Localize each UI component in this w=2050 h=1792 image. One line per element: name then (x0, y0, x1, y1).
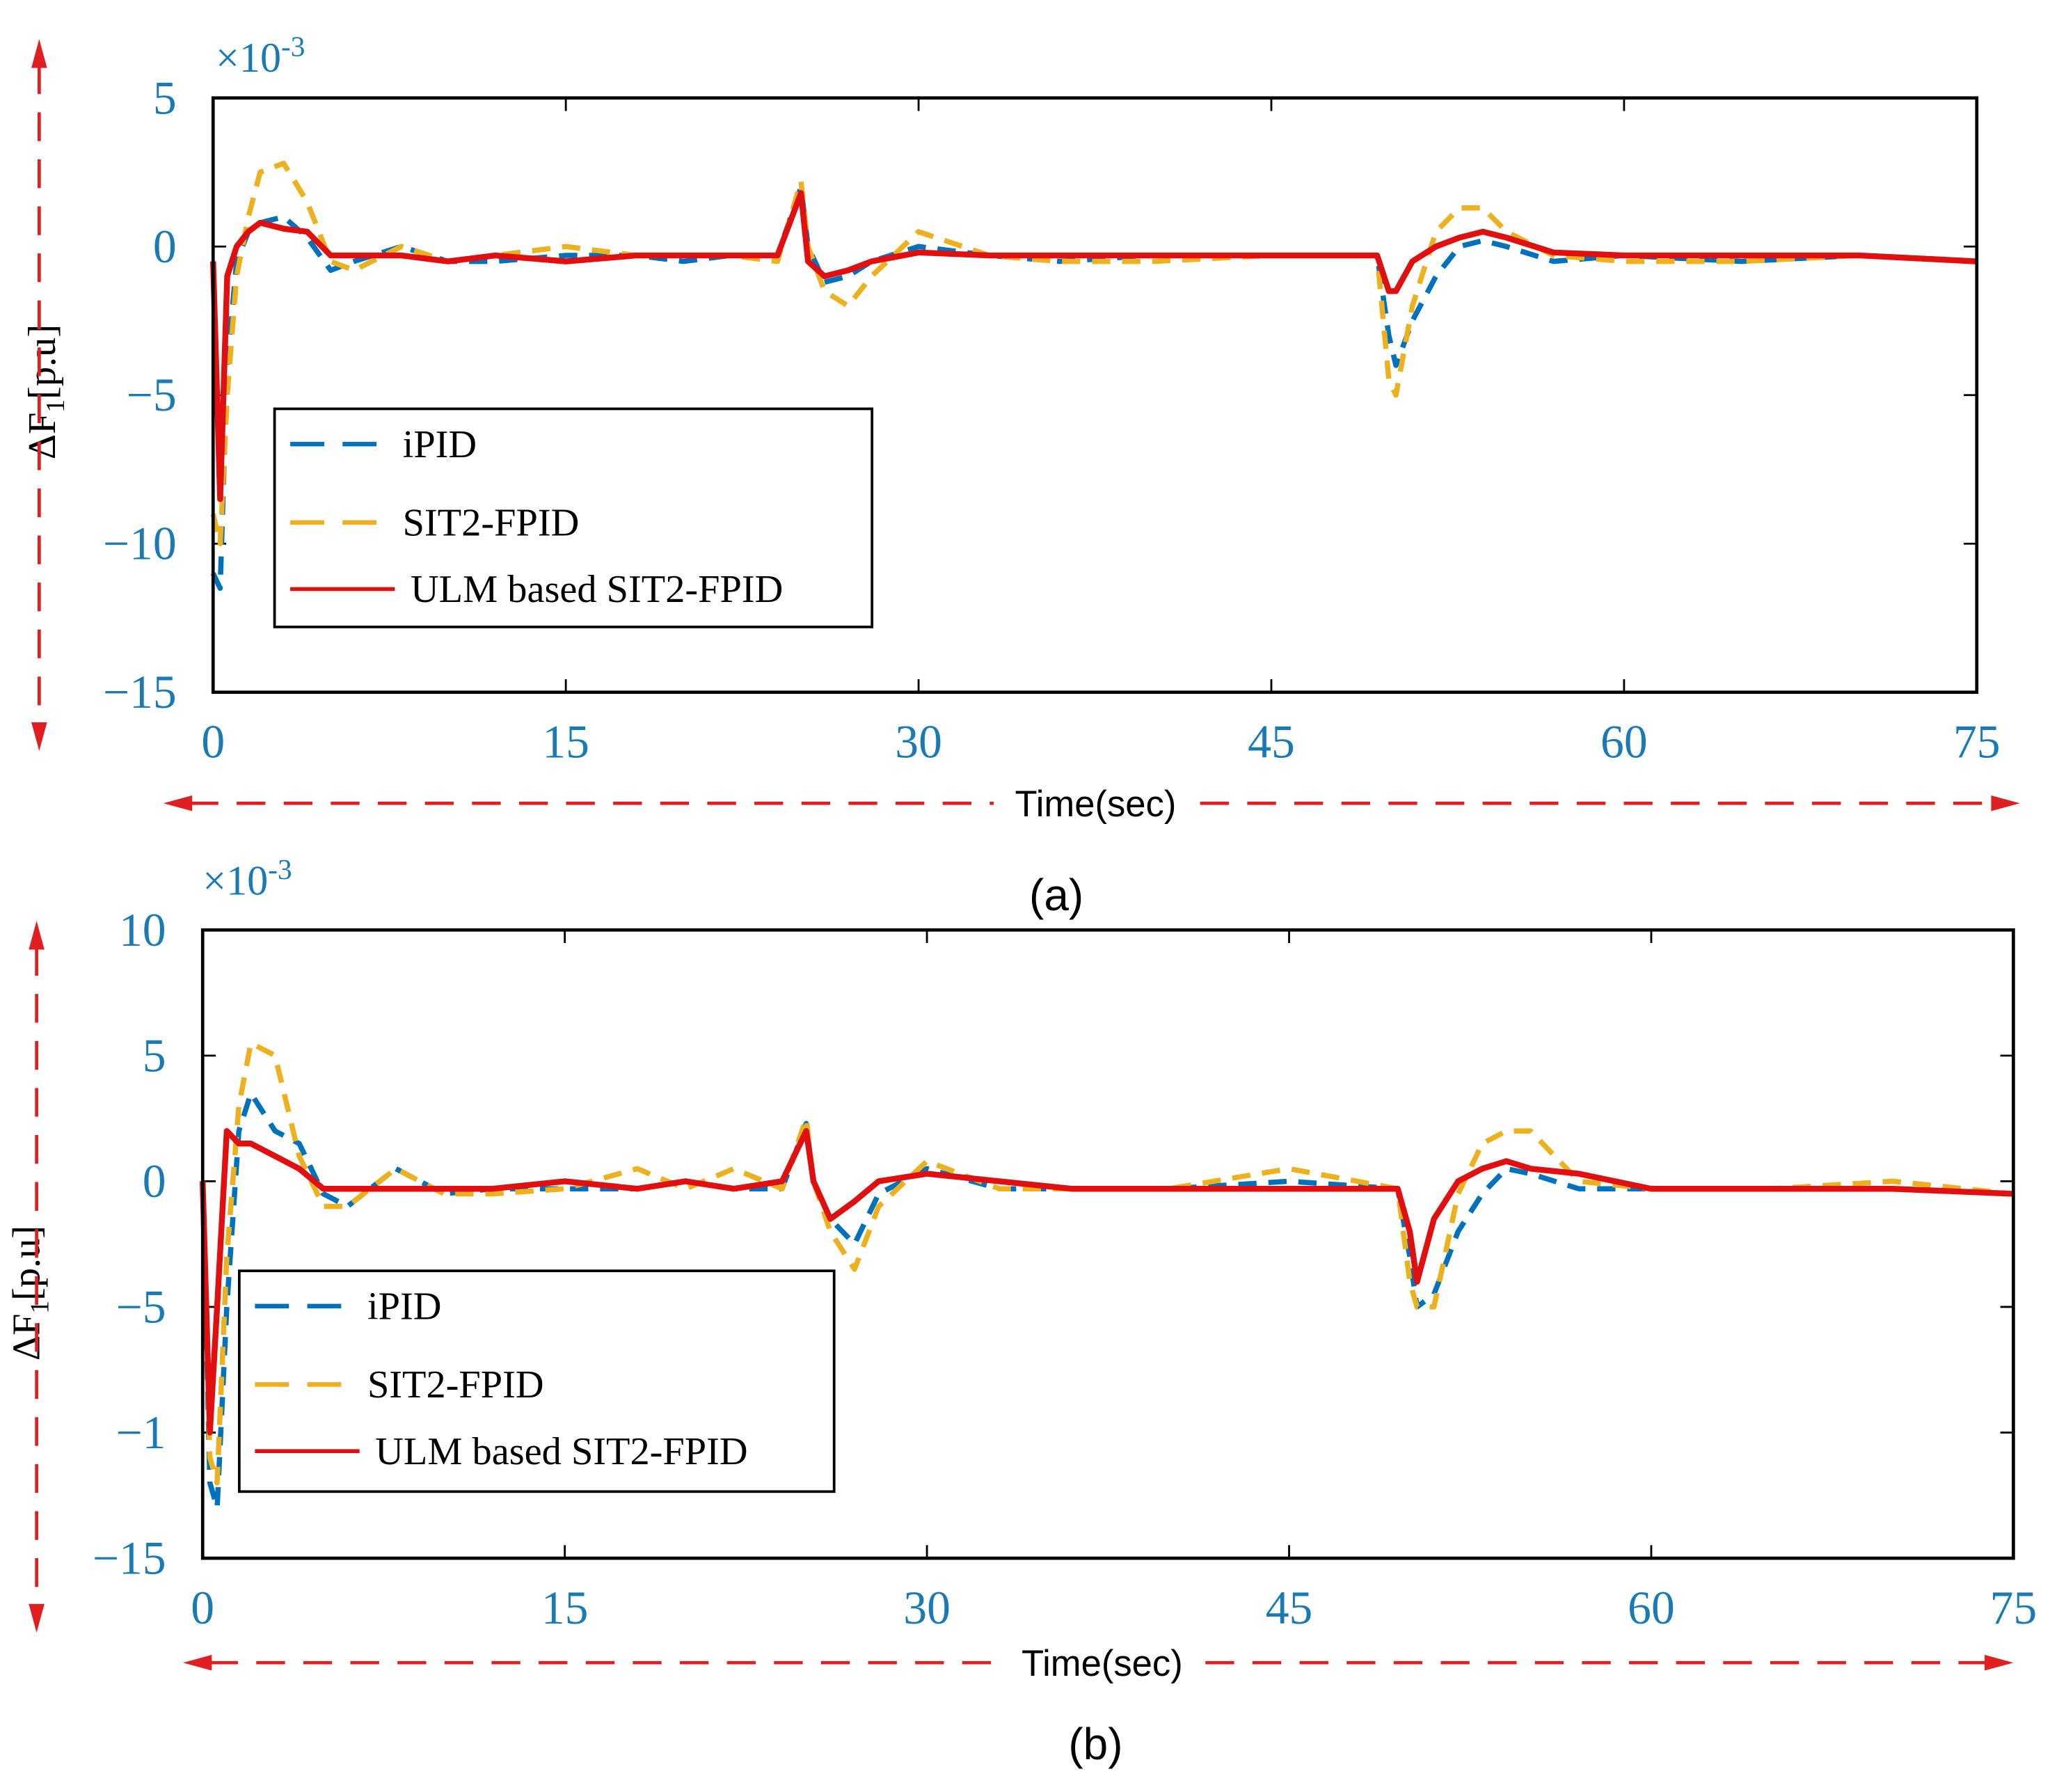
x-tick-label: 0 (191, 1582, 214, 1634)
arrow-head (163, 795, 193, 811)
plot-frame (200, 928, 2015, 1560)
series-line (210, 160, 1977, 546)
legend: iPID SIT2-FPID ULM based SIT2-FPID (237, 1269, 836, 1493)
y-multiplier-base: ×10 (202, 857, 268, 904)
arrow-head (183, 1654, 212, 1671)
arrow-head (29, 1603, 45, 1633)
x-axis-label: Time(sec) (1015, 784, 1177, 825)
x-tick-label: 60 (1628, 1582, 1675, 1634)
y-axis-label: ΔF1[p.u] (5, 1226, 54, 1361)
y-tick-label: −5 (116, 1281, 166, 1333)
arrow-head (1985, 1654, 2014, 1671)
y-multiplier: ×10-3 (202, 853, 292, 903)
y-tick-label: −5 (127, 369, 177, 421)
x-tick-label: 45 (1248, 716, 1295, 768)
x-tick-label: 30 (895, 716, 942, 768)
legend-label: ULM based SIT2-FPID (411, 568, 783, 611)
y-tick-label: −15 (93, 1532, 166, 1585)
y-tick-label: 5 (143, 1029, 166, 1081)
y-multiplier: ×10-3 (216, 31, 305, 81)
legend-label: SIT2-FPID (367, 1363, 544, 1406)
y-multiplier-exp: -3 (281, 31, 305, 63)
x-tick-label: 15 (542, 716, 589, 768)
legend-label: SIT2-FPID (403, 502, 580, 545)
arrow-head (31, 39, 47, 68)
legend-label: iPID (403, 423, 477, 466)
y-axis-label-sub: 1 (42, 399, 70, 413)
y-axis-label-part: ΔF (21, 413, 64, 460)
series-line (200, 1091, 2014, 1511)
x-tick-label: 15 (541, 1582, 589, 1634)
series-line (210, 190, 1977, 502)
y-axis-label-part: [p.u] (21, 324, 64, 399)
y-tick-label: 5 (153, 72, 177, 124)
y-multiplier-exp: -3 (268, 853, 292, 885)
caption: (a) (1029, 870, 1083, 920)
x-axis-label: Time(sec) (1022, 1643, 1183, 1684)
y-tick-label: 0 (153, 221, 177, 273)
x-tick-label: 60 (1600, 716, 1648, 768)
y-tick-label: −15 (103, 666, 177, 718)
x-tick-label: 75 (1990, 1582, 2037, 1634)
plot-frame (211, 96, 1979, 695)
y-tick-label: −10 (103, 518, 177, 570)
arrow-head (1991, 795, 2020, 811)
x-tick-label: 0 (201, 716, 225, 768)
x-tick-label: 75 (1953, 716, 2001, 768)
legend: iPID SIT2-FPID ULM based SIT2-FPID (273, 407, 874, 628)
y-axis-label-part: [p.u] (5, 1226, 48, 1301)
x-tick-label: 45 (1266, 1582, 1313, 1634)
legend-label: iPID (367, 1285, 441, 1329)
y-tick-label: −1 (116, 1406, 166, 1459)
arrow-head (31, 722, 47, 752)
y-tick-label: 10 (119, 904, 166, 956)
y-tick-label: 0 (143, 1155, 166, 1207)
series-line (200, 1040, 2014, 1486)
y-axis-label: ΔF1[p.u] (21, 324, 70, 459)
y-axis-label-sub: 1 (26, 1301, 54, 1314)
y-multiplier-base: ×10 (216, 34, 281, 81)
y-axis-label-part: ΔF (5, 1314, 48, 1361)
series-line (199, 1127, 2014, 1436)
chart: 50−5−10−150 15 30 45 60 75×10-3ΔF1[p.u]Time(s… (21, 31, 2001, 920)
x-tick-label: 30 (903, 1582, 951, 1634)
arrow-head (29, 921, 45, 950)
legend-label: ULM based SIT2-FPID (375, 1430, 747, 1473)
chart: 10 5 0 −5 −1 −15 0 15 30 45 60 75 ×10-3 ΔF1[p.u] Time(… (5, 853, 2037, 1769)
caption: (b) (1068, 1719, 1122, 1769)
